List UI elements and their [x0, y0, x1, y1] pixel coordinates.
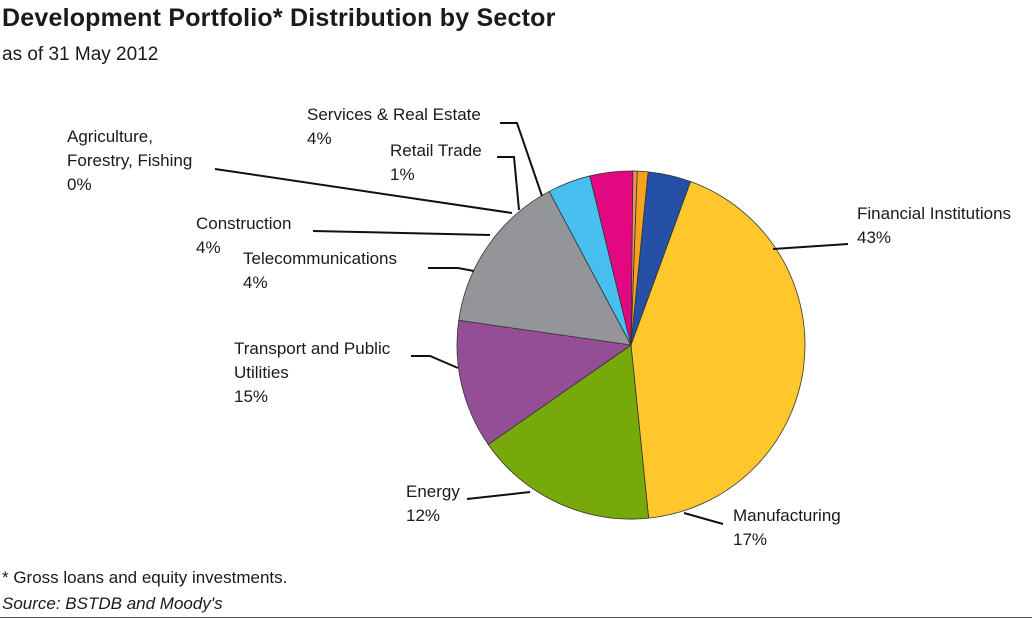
source-note: Source: BSTDB and Moody's: [2, 594, 223, 613]
leader-line-financial-institutions: [772, 243, 849, 250]
slice-name: Manufacturing: [733, 506, 841, 525]
slice-label-telecommunications: Telecommunications 4%: [243, 247, 397, 295]
slice-label-transport: Transport and Public Utilities 15%: [234, 337, 390, 409]
pie-slice-services-real-estate: [630, 171, 692, 346]
slice-name: Services & Real Estate: [307, 105, 481, 124]
slice-value: 1%: [390, 165, 415, 184]
pie-slice-transport-and-public-utilities: [458, 190, 632, 346]
slice-label-energy: Energy 12%: [406, 480, 460, 528]
pie-slice-manufacturing: [487, 344, 650, 520]
leader-line-construction: [312, 230, 491, 236]
leader-line-manufacturing: [683, 512, 724, 525]
slice-label-services-real-estate: Services & Real Estate 4%: [307, 103, 481, 151]
slice-name: Telecommunications: [243, 249, 398, 268]
slice-label-manufacturing: Manufacturing 17%: [733, 504, 841, 552]
slice-value: 43%: [857, 228, 892, 247]
slice-value: 4%: [196, 238, 221, 257]
slice-value: 4%: [243, 273, 268, 292]
slice-name: Retail Trade: [390, 141, 482, 160]
slice-name: Transport and Public: [234, 339, 391, 358]
leader-line-telecommunications: [428, 267, 475, 272]
slice-value: 12%: [406, 506, 441, 525]
slice-value: 15%: [234, 387, 269, 406]
slice-name: Energy: [406, 482, 460, 501]
slice-label-financial-institutions: Financial Institutions 43%: [857, 202, 1011, 250]
leader-line-energy: [466, 491, 531, 500]
pie-slice-energy: [456, 319, 633, 446]
slice-label-construction: Construction 4%: [196, 212, 291, 260]
slice-name: Financial Institutions: [857, 204, 1012, 223]
leader-line-transport: [411, 355, 459, 369]
slice-value: 0%: [67, 175, 92, 194]
slice-name: Agriculture,: [67, 127, 153, 146]
slice-label-agriculture: Agriculture, Forestry, Fishing 0%: [67, 125, 192, 197]
chart-title: Development Portfolio* Distribution by S…: [2, 4, 556, 32]
slice-name: Construction: [196, 214, 292, 233]
slice-label-retail-trade: Retail Trade 1%: [390, 139, 482, 187]
slice-name: Utilities: [234, 363, 289, 382]
leader-line-services-real-estate: [500, 122, 543, 197]
leader-line-retail-trade: [497, 156, 520, 211]
bottom-divider: [0, 617, 1032, 618]
slice-value: 4%: [307, 129, 332, 148]
slice-name: Forestry, Fishing: [67, 151, 193, 170]
slice-value: 17%: [733, 530, 768, 549]
pie-slice-financial-institutions: [630, 180, 806, 519]
leader-line-agriculture: [214, 168, 513, 214]
chart-subtitle: as of 31 May 2012: [2, 44, 159, 65]
footnote: * Gross loans and equity investments.: [2, 568, 288, 587]
